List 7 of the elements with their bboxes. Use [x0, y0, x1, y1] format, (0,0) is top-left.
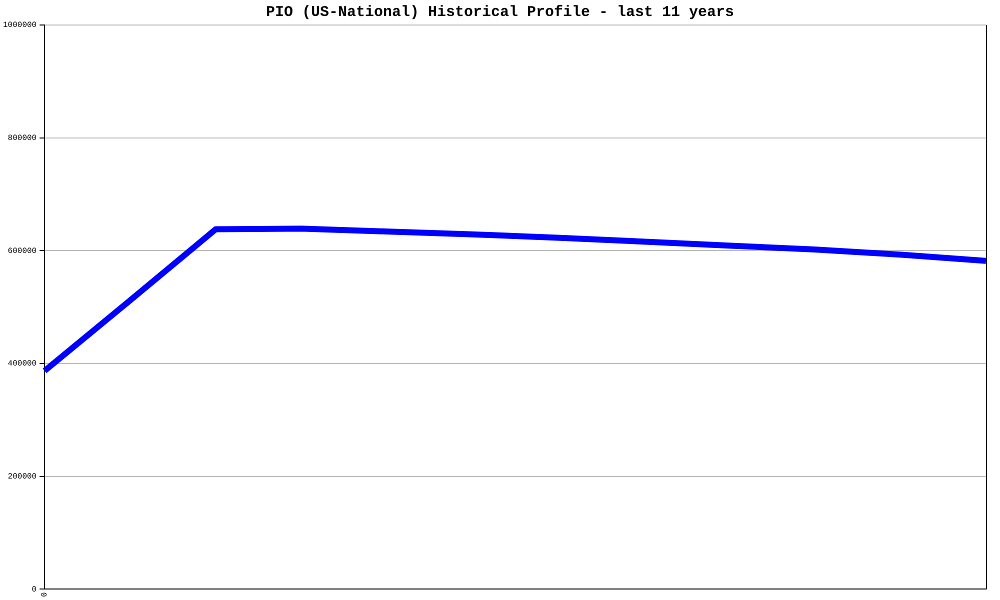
y-tick-label: 600000: [8, 246, 37, 256]
chart-title: PIO (US-National) Historical Profile - last 11 years: [264, 4, 736, 21]
y-tick-label: 1000000: [2, 21, 37, 30]
y-tick-label: 0: [32, 585, 37, 594]
y-tick-label: 400000: [8, 360, 37, 369]
y-tick-label: 800000: [8, 134, 37, 143]
y-tick-label: 200000: [8, 472, 37, 482]
